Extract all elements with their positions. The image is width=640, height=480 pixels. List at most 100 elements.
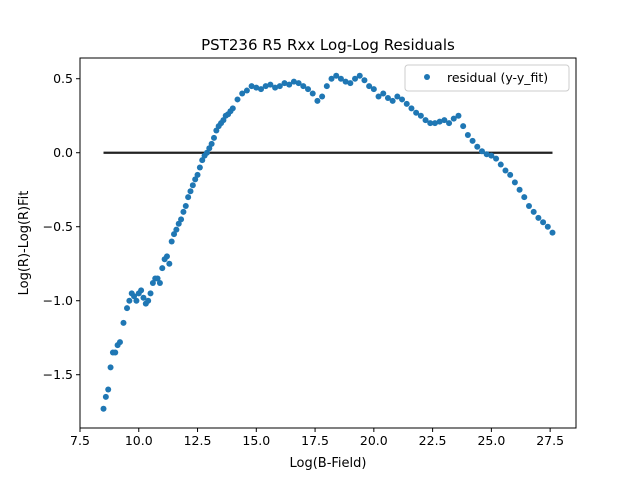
- data-point: [375, 93, 382, 100]
- data-point: [173, 226, 180, 233]
- x-tick-label: 25.0: [477, 433, 505, 448]
- data-point: [131, 293, 138, 300]
- x-tick-label: 10.0: [125, 433, 153, 448]
- data-point: [535, 214, 542, 221]
- data-point: [206, 145, 213, 152]
- data-point: [380, 90, 387, 97]
- data-point: [333, 72, 340, 79]
- data-point: [540, 219, 547, 226]
- x-axis: 7.5 10.0 12.5 15.0 17.5 20.0 22.5 25.0 27.5: [70, 428, 564, 448]
- data-point: [295, 80, 302, 87]
- data-point: [102, 393, 109, 400]
- y-tick-label: 0.0: [53, 145, 73, 160]
- data-point: [361, 77, 368, 84]
- data-point: [460, 123, 467, 130]
- data-point: [507, 171, 514, 178]
- data-point: [213, 127, 220, 134]
- data-point: [366, 83, 373, 90]
- data-point: [243, 87, 250, 94]
- data-point: [239, 90, 246, 97]
- y-tick-label: −1.5: [43, 367, 73, 382]
- data-point: [159, 265, 166, 272]
- data-point: [262, 83, 269, 90]
- data-point: [154, 275, 161, 282]
- data-point: [107, 364, 114, 371]
- data-point: [145, 297, 152, 304]
- data-point: [436, 118, 443, 125]
- data-point: [450, 115, 457, 122]
- data-point: [356, 72, 363, 79]
- data-point: [112, 349, 119, 356]
- data-point: [544, 223, 551, 230]
- data-point: [399, 96, 406, 103]
- data-point: [497, 161, 504, 168]
- data-point: [483, 151, 490, 158]
- data-point: [100, 405, 107, 412]
- data-point: [133, 297, 140, 304]
- plot-area: [79, 57, 577, 429]
- data-point: [342, 78, 349, 85]
- data-point: [248, 83, 255, 90]
- data-point: [417, 112, 424, 119]
- y-axis: −1.5 −1.0 −0.5 0.0 0.5: [43, 71, 80, 382]
- data-point: [187, 188, 194, 195]
- data-point: [210, 134, 217, 141]
- y-tick-label: 0.5: [53, 71, 73, 86]
- data-point: [413, 109, 420, 116]
- data-point: [138, 287, 145, 294]
- data-point: [323, 83, 330, 90]
- data-point: [140, 294, 147, 301]
- x-tick-label: 20.0: [360, 433, 388, 448]
- data-point: [194, 171, 201, 178]
- data-point: [182, 203, 189, 209]
- x-tick-label: 15.0: [242, 433, 270, 448]
- data-point: [180, 208, 187, 215]
- x-tick-label: 7.5: [70, 433, 90, 448]
- data-point: [441, 117, 448, 124]
- data-point: [203, 149, 210, 156]
- data-point: [300, 83, 307, 90]
- data-point: [178, 216, 185, 223]
- data-point: [352, 75, 359, 82]
- data-point: [319, 93, 326, 100]
- data-point: [199, 157, 206, 164]
- data-point: [116, 339, 123, 346]
- data-point: [105, 386, 112, 393]
- data-point: [126, 297, 133, 304]
- data-point: [455, 112, 462, 119]
- data-point: [185, 194, 192, 201]
- data-point: [272, 84, 279, 91]
- y-tick-label: −1.0: [43, 293, 73, 308]
- chart-title: PST236 R5 Rxx Log-Log Residuals: [201, 36, 455, 54]
- data-point: [163, 253, 170, 260]
- data-point: [431, 120, 438, 127]
- data-point: [427, 120, 434, 127]
- data-point: [192, 176, 199, 183]
- data-point: [337, 75, 344, 82]
- data-point: [196, 164, 203, 171]
- x-tick-label: 22.5: [419, 433, 447, 448]
- data-point: [267, 81, 274, 88]
- data-point: [347, 80, 354, 87]
- data-point: [149, 279, 156, 286]
- data-point: [370, 86, 377, 93]
- data-point: [516, 186, 523, 193]
- data-point: [147, 290, 154, 297]
- data-point: [511, 179, 518, 186]
- data-point: [305, 86, 312, 93]
- data-point: [384, 94, 391, 101]
- data-point: [309, 90, 316, 97]
- y-axis-label: Log(R)-Log(R)Fit: [17, 191, 32, 296]
- data-point: [422, 117, 429, 124]
- data-point: [290, 78, 297, 85]
- data-point: [175, 220, 182, 227]
- data-point: [530, 208, 537, 215]
- data-point: [253, 84, 260, 91]
- data-point: [189, 182, 196, 189]
- data-point: [328, 75, 335, 82]
- data-point: [403, 100, 410, 107]
- data-point: [493, 155, 500, 162]
- data-point: [234, 96, 241, 103]
- data-point: [286, 81, 293, 88]
- data-point: [168, 238, 175, 245]
